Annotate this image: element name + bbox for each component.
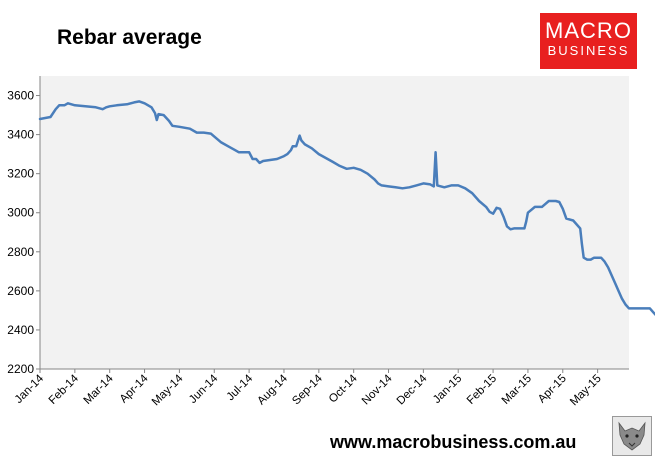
x-tick-label: Jul-14 — [225, 372, 256, 403]
y-tick-label: 2400 — [7, 323, 34, 337]
logo-line1: MACRO — [545, 18, 632, 43]
x-tick-label: Aug-14 — [255, 372, 290, 407]
logo-line2: BUSINESS — [547, 43, 630, 58]
y-tick-label: 3400 — [7, 128, 34, 142]
plot-area — [40, 76, 629, 369]
y-tick-label: 2600 — [7, 284, 34, 298]
x-tick-label: May-15 — [568, 373, 604, 409]
x-tick-label: Feb-15 — [465, 373, 499, 407]
footer-url: www.macrobusiness.com.au — [330, 432, 577, 452]
x-tick-label: Nov-14 — [360, 372, 395, 407]
x-tick-label: Dec-14 — [395, 372, 430, 407]
x-tick-label: Jan-14 — [13, 372, 47, 406]
y-tick-label: 3600 — [7, 89, 34, 103]
rebar-series-line — [38, 100, 655, 317]
y-tick-label: 3000 — [7, 206, 34, 220]
x-tick-label: Apr-15 — [536, 373, 569, 406]
y-tick-label: 2200 — [7, 362, 34, 376]
x-tick-label: Mar-14 — [82, 372, 117, 407]
x-tick-label: Feb-14 — [47, 372, 82, 407]
x-tick-label: Jan-15 — [431, 373, 464, 406]
x-tick-label: May-14 — [150, 372, 186, 408]
x-tick-label: Mar-15 — [500, 373, 534, 407]
y-tick-label: 2800 — [7, 245, 34, 259]
macrobusiness-logo: MACRO BUSINESS — [540, 13, 637, 69]
x-tick-label: Jun-14 — [187, 372, 221, 406]
y-tick-label: 3200 — [7, 167, 34, 181]
x-tick-label: Apr-14 — [118, 372, 151, 405]
chart-title: Rebar average — [57, 26, 202, 49]
x-tick-label: Oct-14 — [327, 372, 360, 405]
wolf-logo-icon — [612, 416, 652, 456]
x-tick-label: Sep-14 — [290, 372, 325, 407]
